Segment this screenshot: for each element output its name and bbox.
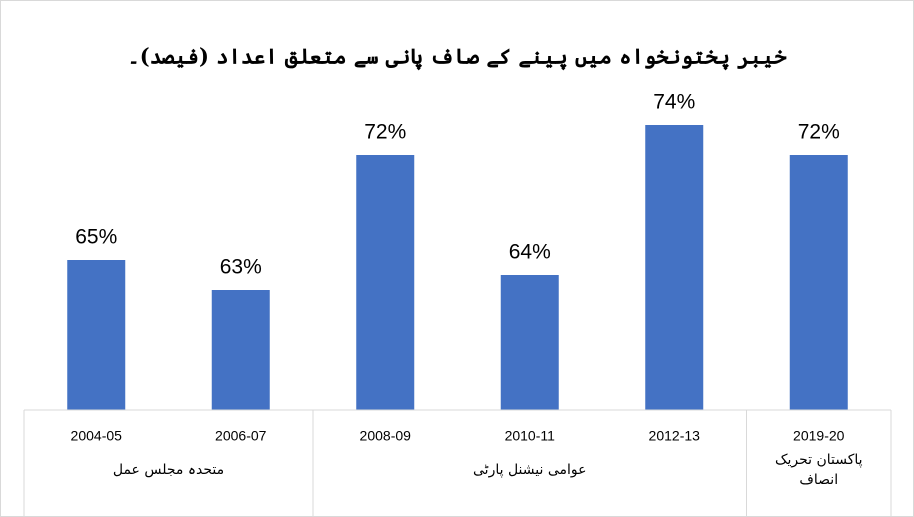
x-tick-label: 2012-13 (649, 428, 701, 444)
group-label: عوامی نیشنل پارٹی (473, 462, 586, 478)
x-tick-label: 2019-20 (793, 428, 845, 444)
bar (211, 290, 270, 410)
group-label: انصاف (799, 472, 838, 488)
x-tick-label: 2006-07 (215, 428, 267, 444)
bar (67, 260, 126, 410)
x-tick-label: 2008-09 (360, 428, 412, 444)
data-label: 63% (220, 256, 262, 279)
data-label: 72% (798, 121, 840, 144)
bar (645, 125, 704, 410)
data-label: 64% (509, 241, 551, 264)
group-label: متحدہ مجلس عمل (113, 462, 224, 478)
chart-title: خیبر پختونخواہ میں پینے کے صاف پانی سے م… (128, 44, 788, 71)
bar (500, 275, 559, 410)
x-tick-label: 2004-05 (71, 428, 123, 444)
data-label: 65% (75, 226, 117, 249)
group-label: پاکستان تحریک (775, 452, 863, 468)
bar (356, 155, 415, 410)
x-tick-label: 2010-11 (505, 428, 556, 444)
data-label: 74% (653, 91, 695, 114)
data-label: 72% (364, 121, 406, 144)
bar (789, 155, 848, 410)
